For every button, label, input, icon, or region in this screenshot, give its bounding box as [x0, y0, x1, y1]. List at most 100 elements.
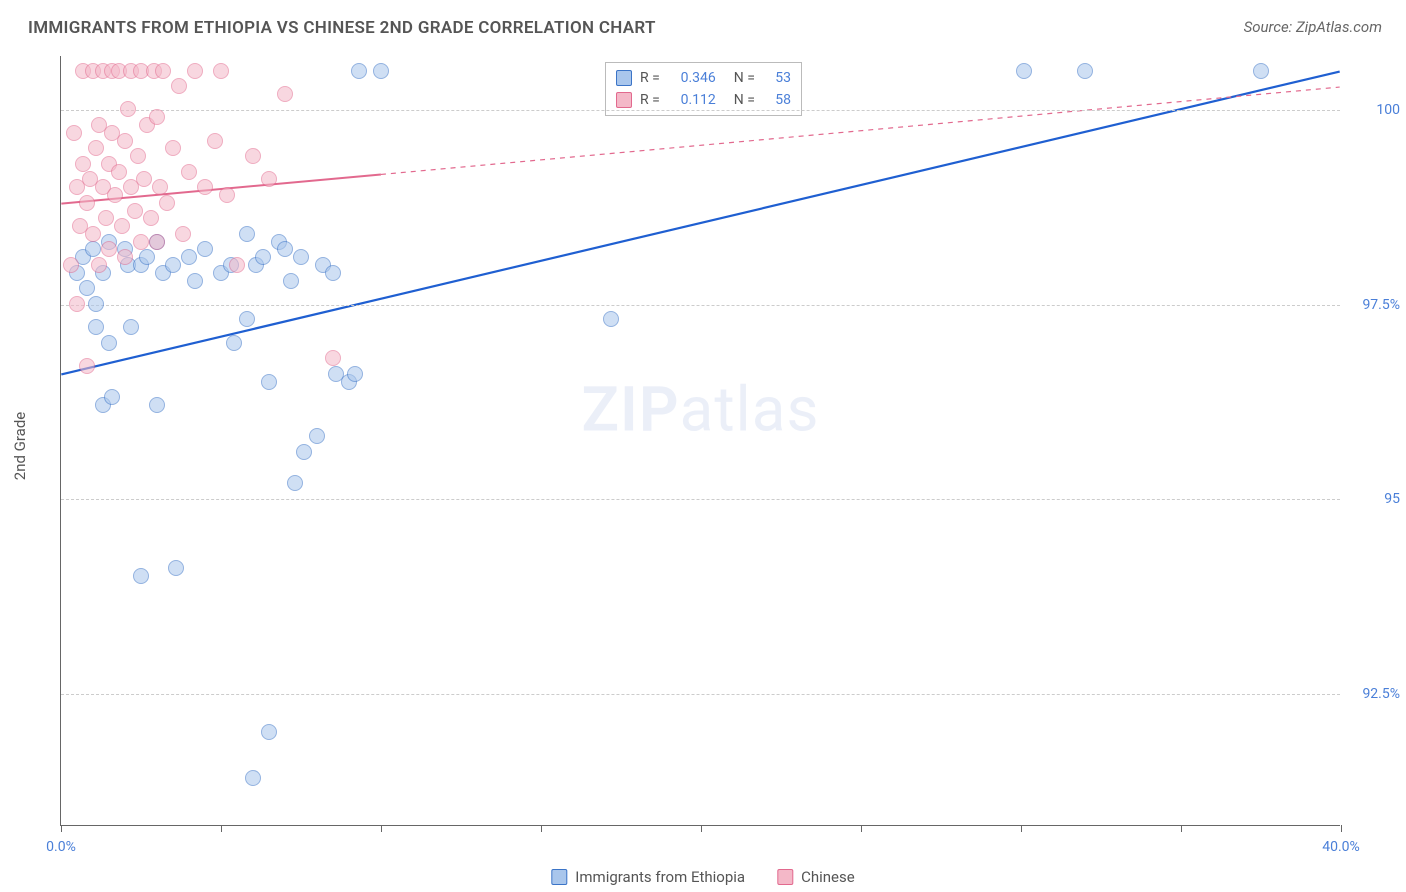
data-point — [69, 296, 85, 312]
r-label: R = — [640, 89, 660, 111]
data-point — [107, 187, 123, 203]
data-point — [293, 249, 309, 265]
data-point — [88, 140, 104, 156]
data-point — [104, 389, 120, 405]
trend-line — [61, 72, 1339, 375]
x-tick — [861, 825, 862, 832]
data-point — [219, 187, 235, 203]
data-point — [111, 164, 127, 180]
data-point — [261, 724, 277, 740]
series-label: Chinese — [801, 868, 855, 886]
trend-line-dashed — [381, 87, 1340, 174]
data-point — [1253, 63, 1269, 79]
legend-swatch — [551, 869, 567, 885]
series-label: Immigrants from Ethiopia — [575, 868, 745, 886]
data-point — [245, 770, 261, 786]
y-tick-label: 95 — [1384, 491, 1400, 507]
data-point — [213, 63, 229, 79]
x-tick — [1021, 825, 1022, 832]
data-point — [351, 63, 367, 79]
data-point — [88, 296, 104, 312]
data-point — [226, 335, 242, 351]
data-point — [143, 210, 159, 226]
r-label: R = — [640, 67, 660, 89]
data-point — [133, 568, 149, 584]
data-point — [309, 428, 325, 444]
data-point — [175, 226, 191, 242]
x-tick — [701, 825, 702, 832]
data-point — [117, 249, 133, 265]
data-point — [101, 241, 117, 257]
data-point — [79, 358, 95, 374]
data-point — [130, 148, 146, 164]
data-point — [159, 195, 175, 211]
data-point — [168, 560, 184, 576]
watermark: ZIPatlas — [582, 373, 820, 446]
data-point — [63, 257, 79, 273]
data-point — [197, 179, 213, 195]
x-tick-label: 40.0% — [1322, 839, 1360, 855]
data-point — [101, 335, 117, 351]
data-point — [261, 171, 277, 187]
data-point — [181, 164, 197, 180]
y-tick-label: 100 — [1376, 102, 1400, 118]
gridline — [61, 110, 1340, 111]
chart-title: IMMIGRANTS FROM ETHIOPIA VS CHINESE 2ND … — [28, 18, 656, 38]
data-point — [187, 63, 203, 79]
data-point — [152, 179, 168, 195]
correlation-row: R = 0.346 N = 53 — [616, 67, 791, 89]
y-tick-label: 92.5% — [1362, 686, 1400, 702]
data-point — [283, 273, 299, 289]
data-point — [207, 133, 223, 149]
data-point — [149, 109, 165, 125]
r-value: 0.112 — [668, 89, 716, 111]
data-point — [165, 140, 181, 156]
data-point — [239, 311, 255, 327]
data-point — [187, 273, 203, 289]
gridline — [61, 694, 1340, 695]
data-point — [127, 203, 143, 219]
data-point — [85, 241, 101, 257]
data-point — [373, 63, 389, 79]
n-label: N = — [734, 67, 755, 89]
data-point — [325, 265, 341, 281]
legend-swatch — [777, 869, 793, 885]
data-point — [123, 319, 139, 335]
data-point — [277, 86, 293, 102]
x-tick — [1181, 825, 1182, 832]
data-point — [1016, 63, 1032, 79]
y-tick-label: 97.5% — [1362, 297, 1400, 313]
correlation-legend: R = 0.346 N = 53 R = 0.112 N = 58 — [605, 62, 802, 116]
x-tick-label: 0.0% — [46, 839, 76, 855]
data-point — [165, 257, 181, 273]
gridline — [61, 305, 1340, 306]
data-point — [79, 195, 95, 211]
data-point — [98, 210, 114, 226]
n-value: 53 — [763, 67, 791, 89]
n-value: 58 — [763, 89, 791, 111]
data-point — [296, 444, 312, 460]
x-tick — [381, 825, 382, 832]
x-tick — [541, 825, 542, 832]
data-point — [261, 374, 277, 390]
data-point — [85, 226, 101, 242]
data-point — [171, 78, 187, 94]
correlation-row: R = 0.112 N = 58 — [616, 89, 791, 111]
data-point — [149, 397, 165, 413]
data-point — [75, 156, 91, 172]
data-point — [114, 218, 130, 234]
plot-area: ZIPatlas R = 0.346 N = 53 R = 0.112 N = … — [60, 56, 1340, 826]
data-point — [197, 241, 213, 257]
x-tick — [61, 825, 62, 832]
data-point — [603, 311, 619, 327]
data-point — [245, 148, 261, 164]
data-point — [133, 234, 149, 250]
y-axis-label: 2nd Grade — [11, 412, 29, 480]
x-tick — [221, 825, 222, 832]
data-point — [66, 125, 82, 141]
data-point — [91, 257, 107, 273]
data-point — [120, 101, 136, 117]
data-point — [255, 249, 271, 265]
x-tick — [1341, 825, 1342, 832]
data-point — [88, 319, 104, 335]
